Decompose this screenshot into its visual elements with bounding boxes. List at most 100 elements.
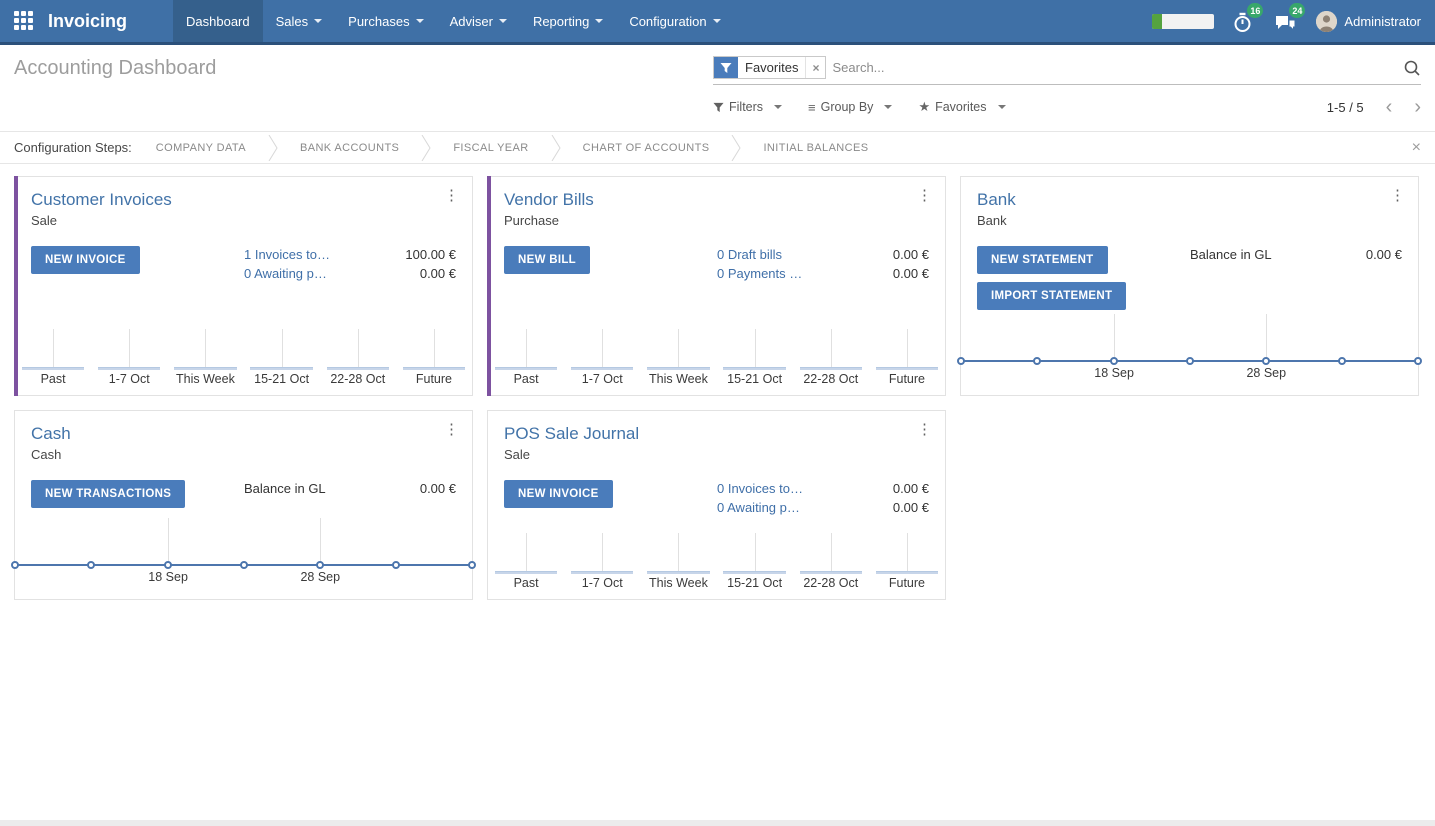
journal-title[interactable]: Vendor Bills — [504, 190, 594, 209]
bar-chart-plot — [488, 326, 945, 370]
nav-menu-item-adviser[interactable]: Adviser — [437, 0, 520, 42]
journal-title[interactable]: POS Sale Journal — [504, 424, 640, 443]
figure-link[interactable]: 0 Awaiting p… — [717, 500, 800, 515]
chevron-down-icon — [712, 19, 721, 23]
axis-label: This Week — [649, 372, 708, 386]
app-brand[interactable]: Invoicing — [48, 10, 128, 31]
bar — [98, 367, 161, 370]
pager-previous-icon[interactable]: ‹ — [1385, 96, 1393, 118]
config-step-2[interactable]: BANK ACCOUNTS — [299, 141, 400, 154]
axis-label: 1-7 Oct — [581, 576, 623, 590]
journal-title[interactable]: Bank — [977, 190, 1016, 209]
journal-actions: NEW TRANSACTIONS — [31, 480, 186, 508]
figure-label: Balance in GL — [1190, 247, 1272, 262]
figure-link[interactable]: 0 Payments … — [717, 266, 803, 281]
figure-link[interactable]: 0 Awaiting p… — [244, 266, 327, 281]
pager-next-icon[interactable]: › — [1414, 96, 1421, 118]
axis-label: Future — [888, 372, 926, 386]
journal-action-button[interactable]: NEW TRANSACTIONS — [31, 480, 186, 508]
journal-title[interactable]: Cash — [31, 424, 71, 443]
journal-accent-stripe — [487, 176, 491, 396]
chevron-down-icon — [415, 19, 424, 23]
filters-button[interactable]: Filters — [713, 100, 783, 114]
data-point-marker — [1414, 357, 1422, 365]
config-step-1[interactable]: COMPANY DATA — [155, 141, 246, 154]
figure-row: 0 Draft bills 0.00 € — [717, 246, 929, 264]
figure-row: 0 Invoices to… 0.00 € — [717, 480, 929, 498]
nav-menu-item-label: Adviser — [449, 13, 493, 29]
progress-bar[interactable] — [1152, 13, 1215, 29]
control-panel: Accounting Dashboard Favorites × Filters — [0, 45, 1435, 131]
kebab-menu-icon[interactable]: ⋮ — [444, 421, 459, 438]
bar-column — [869, 533, 945, 574]
search-facet-favorites[interactable]: Favorites × — [713, 56, 827, 79]
chevron-down-icon — [498, 19, 507, 23]
journal-card: Bank Bank ⋮ NEW STATEMENT IMPORT STATEMEN… — [957, 176, 1422, 396]
config-step-4[interactable]: CHART OF ACCOUNTS — [582, 141, 710, 154]
kebab-menu-icon[interactable]: ⋮ — [444, 187, 459, 204]
search-input[interactable] — [832, 60, 1403, 75]
remove-facet-icon[interactable]: × — [805, 57, 825, 78]
kebab-menu-icon[interactable]: ⋮ — [1390, 187, 1405, 204]
axis-tick — [281, 329, 283, 367]
messages-button[interactable]: 24 — [1274, 3, 1306, 33]
configuration-steps-bar: Configuration Steps: COMPANY DATA BANK AC… — [0, 131, 1435, 164]
axis-label: 18 Sep — [148, 570, 188, 584]
bar — [571, 367, 634, 370]
bar-chart-labels: Past 1-7 Oct This Week 15-21 Oct 22-28 Oct Fu… — [488, 372, 945, 386]
journal-action-button[interactable]: NEW BILL — [504, 246, 590, 274]
journal-cards-grid: Customer Invoices Sale ⋮ NEW INVOICE 1 I… — [11, 176, 1422, 600]
facet-label: Favorites — [745, 60, 799, 75]
line-chart-labels: 18 Sep 28 Sep — [15, 570, 472, 590]
favorites-button[interactable]: ★ Favorites — [918, 99, 1006, 115]
axis-gridline — [320, 518, 322, 566]
journal-figures: Balance in GL 0.00 € — [1190, 246, 1402, 310]
journal-action-button[interactable]: NEW INVOICE — [504, 480, 613, 508]
bar-column — [717, 329, 793, 370]
nav-menu-item-configuration[interactable]: Configuration — [616, 0, 733, 42]
figure-row: 0 Awaiting p… 0.00 € — [244, 265, 456, 283]
journal-card: Cash Cash ⋮ NEW TRANSACTIONS Balance in … — [11, 410, 476, 600]
kebab-menu-icon[interactable]: ⋮ — [917, 421, 932, 438]
bar-chart-labels: Past 1-7 Oct This Week 15-21 Oct 22-28 Oct Fu… — [15, 372, 472, 386]
apps-menu-icon[interactable] — [14, 11, 34, 31]
data-point-marker — [11, 561, 19, 569]
user-menu[interactable]: Administrator — [1316, 10, 1421, 32]
axis-gridline — [168, 518, 170, 566]
nav-menu-item-reporting[interactable]: Reporting — [520, 0, 616, 42]
nav-menu-item-purchases[interactable]: Purchases — [335, 0, 436, 42]
timer-button[interactable]: 16 — [1232, 3, 1264, 33]
chevron-separator-icon — [731, 134, 742, 161]
nav-menu-item-dashboard[interactable]: Dashboard — [173, 0, 263, 42]
figure-link[interactable]: 1 Invoices to… — [244, 247, 330, 262]
axis-label: This Week — [649, 576, 708, 590]
chevron-down-icon — [997, 105, 1006, 109]
bar-column — [15, 329, 91, 370]
avatar — [1316, 10, 1338, 32]
nav-menu-item-label: Configuration — [629, 13, 707, 29]
journal-action-button[interactable]: NEW INVOICE — [31, 246, 140, 274]
bar-column — [793, 329, 869, 370]
journal-title[interactable]: Customer Invoices — [31, 190, 172, 209]
journal-action-button[interactable]: NEW STATEMENT — [977, 246, 1108, 274]
search-icon[interactable] — [1403, 59, 1421, 77]
figure-amount: 0.00 € — [1365, 247, 1402, 262]
figure-label: Balance in GL — [244, 481, 326, 496]
journal-figures: 0 Invoices to… 0.00 € 0 Awaiting p… 0.00 € — [717, 480, 929, 518]
bar — [402, 367, 466, 370]
journal-action-button[interactable]: IMPORT STATEMENT — [977, 282, 1127, 310]
axis-tick — [129, 329, 131, 367]
kebab-menu-icon[interactable]: ⋮ — [917, 187, 932, 204]
config-step-3[interactable]: FISCAL YEAR — [453, 141, 529, 154]
nav-menu-item-sales[interactable]: Sales — [263, 0, 336, 42]
config-step-5[interactable]: INITIAL BALANCES — [763, 141, 869, 154]
close-icon[interactable]: × — [1411, 138, 1421, 156]
figure-amount: 0.00 € — [892, 266, 929, 281]
user-name: Administrator — [1344, 13, 1421, 29]
journal-type: Cash — [31, 447, 62, 462]
figure-link[interactable]: 0 Invoices to… — [717, 481, 803, 496]
axis-gridline — [1266, 314, 1268, 362]
bar — [250, 367, 313, 370]
figure-link[interactable]: 0 Draft bills — [717, 247, 783, 262]
group-by-button[interactable]: ≡ Group By — [808, 100, 893, 115]
